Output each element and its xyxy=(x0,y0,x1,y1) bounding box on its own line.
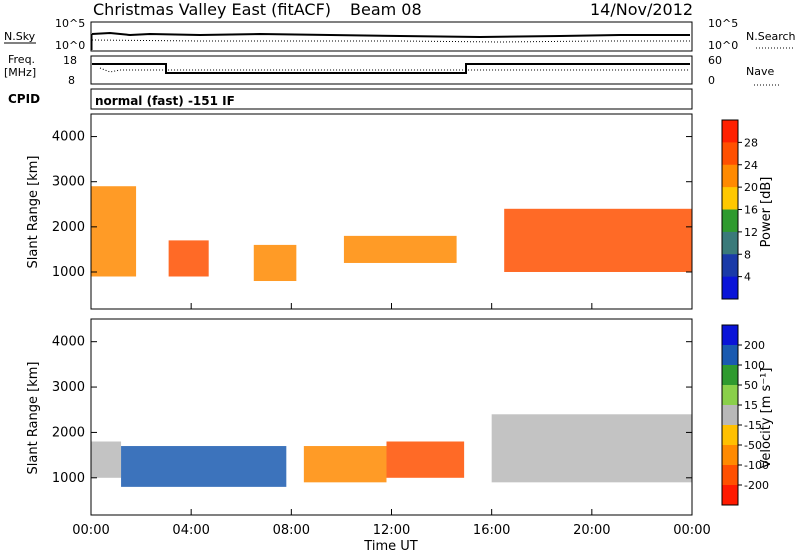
colorbar-segment xyxy=(722,365,738,386)
velocity-colorbar: 200 100 50 15 -15 -50 -100 -200 xyxy=(721,324,769,506)
colorbar-segment xyxy=(722,276,738,300)
colorbar-tick-label: 200 xyxy=(744,339,765,352)
colorbar-tick-label: 4 xyxy=(744,271,751,284)
nave-label: Nave xyxy=(746,65,774,78)
colorbar-segment xyxy=(722,164,738,188)
colorbar-tick-label: 8 xyxy=(744,248,751,261)
colorbar-tick-label: -15 xyxy=(744,419,762,432)
y-tick-label: 2000 xyxy=(52,425,85,440)
freq-label-2: [MHz] xyxy=(4,66,36,79)
data-region xyxy=(121,446,287,487)
cpid-panel-frame xyxy=(90,88,693,110)
nave-tick-top: 60 xyxy=(708,54,722,67)
nsky-tick-bottom: 10^0 xyxy=(55,39,85,52)
y-tick-label: 3000 xyxy=(52,380,85,395)
data-region xyxy=(253,244,297,282)
data-region xyxy=(504,208,692,272)
nsearch-tick-bottom: 10^0 xyxy=(708,39,738,52)
data-region xyxy=(91,441,122,478)
colorbar-tick-label: -50 xyxy=(744,439,762,452)
data-region xyxy=(386,441,465,478)
x-tick-label: 12:00 xyxy=(373,523,410,538)
nsearch-label: N.Search xyxy=(746,30,796,43)
colorbar-tick-label: 16 xyxy=(744,204,758,217)
y-tick-label: 1000 xyxy=(52,471,85,486)
y-tick-label: 4000 xyxy=(52,130,85,145)
velocity-data-layer xyxy=(91,414,692,487)
colorbar-segment xyxy=(722,405,738,426)
colorbar-tick-label: 50 xyxy=(744,379,758,392)
colorbar-segment xyxy=(722,485,738,506)
colorbar-segment xyxy=(722,209,738,233)
nsky-trace xyxy=(91,31,690,39)
colorbar-tick-label: 24 xyxy=(744,159,758,172)
freq-tick-bottom: 8 xyxy=(68,74,75,87)
nsky-tick-top: 10^5 xyxy=(55,17,85,30)
colorbar-tick-label: 15 xyxy=(744,399,758,412)
velocity-x-axis: 00:00 04:00 08:00 12:00 16:00 20:00 00:00 xyxy=(72,303,711,538)
nave-trace xyxy=(99,67,690,73)
data-region xyxy=(491,414,692,483)
cpid-text: normal (fast) -151 IF xyxy=(95,94,235,108)
freq-tick-top: 18 xyxy=(63,54,77,67)
x-tick-label: 04:00 xyxy=(172,523,209,538)
freq-trace xyxy=(92,63,690,74)
freq-panel-frame xyxy=(90,55,693,85)
power-y-axis: 1000 2000 3000 4000 xyxy=(52,130,692,280)
beam-label: Beam 08 xyxy=(350,0,422,19)
y-tick-label: 2000 xyxy=(52,220,85,235)
velocity-colorbar-label: Velocity [m s⁻¹] xyxy=(759,368,774,469)
colorbar-tick-label: 20 xyxy=(744,181,758,194)
colorbar-segment xyxy=(722,325,738,346)
freq-label-1: Freq. xyxy=(8,53,35,66)
colorbar-tick-label: -200 xyxy=(744,479,769,492)
colorbar-segment xyxy=(722,445,738,466)
power-panel: 1000 2000 3000 4000 Slant Range [km] xyxy=(26,113,693,310)
colorbar-segment xyxy=(722,425,738,446)
colorbar-tick-label: 28 xyxy=(744,136,758,149)
colorbar-segment xyxy=(722,345,738,366)
colorbar-tick-label: -100 xyxy=(744,459,769,472)
nsearch-tick-top: 10^5 xyxy=(708,17,738,30)
x-tick-label: 00:00 xyxy=(673,523,710,538)
nave-tick-bottom: 0 xyxy=(708,74,715,87)
x-tick-label: 20:00 xyxy=(573,523,610,538)
colorbar-segment xyxy=(722,142,738,166)
colorbar-segment xyxy=(722,231,738,255)
power-data-layer xyxy=(91,186,692,282)
colorbar-segment xyxy=(722,385,738,406)
x-axis-label: Time UT xyxy=(363,539,417,554)
colorbar-tick-label: 100 xyxy=(744,359,765,372)
colorbar-segment xyxy=(722,465,738,486)
cpid-label: CPID xyxy=(8,92,40,106)
date-label: 14/Nov/2012 xyxy=(590,0,693,19)
colorbar-segment xyxy=(722,187,738,210)
nsky-label: N.Sky xyxy=(4,30,36,43)
power-y-label: Slant Range [km] xyxy=(26,156,41,269)
colorbar-segment xyxy=(722,254,738,278)
velocity-y-axis: 1000 2000 3000 4000 xyxy=(52,335,692,486)
nsearch-trace xyxy=(91,39,690,43)
colorbar-tick-label: 12 xyxy=(744,226,758,239)
velocity-y-label: Slant Range [km] xyxy=(26,362,41,475)
power-colorbar: 28 24 20 16 12 8 4 xyxy=(721,119,758,300)
power-colorbar-label: Power [dB] xyxy=(759,177,774,248)
colorbar-segment xyxy=(722,120,738,143)
data-region xyxy=(343,235,457,263)
data-region xyxy=(168,240,209,277)
y-tick-label: 3000 xyxy=(52,175,85,190)
y-tick-label: 4000 xyxy=(52,335,85,350)
velocity-panel: 1000 2000 3000 4000 00:00 04:00 08:00 12:00 16:… xyxy=(26,303,711,554)
data-region xyxy=(91,186,137,277)
nsky-panel-frame xyxy=(90,21,693,52)
y-tick-label: 1000 xyxy=(52,265,85,280)
x-tick-label: 08:00 xyxy=(273,523,310,538)
colorbar-frame xyxy=(721,324,739,506)
x-tick-label: 16:00 xyxy=(473,523,510,538)
data-region xyxy=(303,446,387,483)
x-tick-label: 00:00 xyxy=(72,523,109,538)
station-title: Christmas Valley East (fitACF) xyxy=(93,0,331,19)
